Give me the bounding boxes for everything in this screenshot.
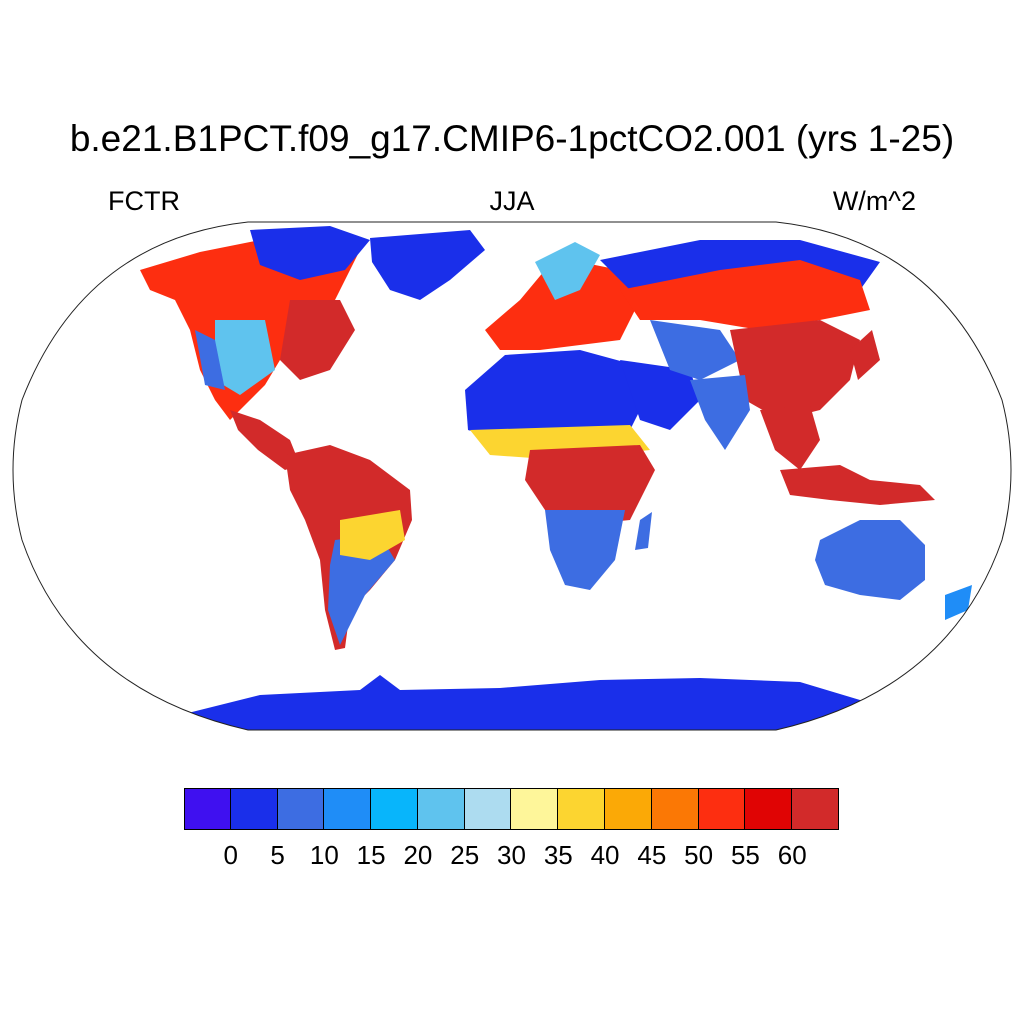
colorbar-tick-label: 20 <box>403 840 433 870</box>
australia-land <box>815 520 925 600</box>
colorbar-box <box>792 788 839 830</box>
colorbar-tick-label: 30 <box>497 840 526 870</box>
central-asia-land <box>650 320 740 380</box>
africa-central <box>525 445 655 525</box>
colorbar-tick-label: 25 <box>450 840 480 870</box>
antarctica-land <box>160 675 900 730</box>
colorbar-tick-label: 35 <box>543 840 573 870</box>
colorbar-tick-label: 40 <box>590 840 620 870</box>
colorbar-tick-label: 15 <box>356 840 386 870</box>
colorbar-tick-label: 50 <box>684 840 714 870</box>
south-america-south <box>328 535 395 645</box>
colorbar-box <box>464 788 512 830</box>
colorbar-tick-label: 0 <box>223 840 239 870</box>
southeast-asia-land <box>760 405 820 470</box>
colorbar-box <box>605 788 652 830</box>
plot-title: b.e21.B1PCT.f09_g17.CMIP6-1pctCO2.001 (y… <box>69 118 955 159</box>
europe-land <box>485 262 640 350</box>
colorbar-box <box>230 788 278 830</box>
colorbar-tick-label: 10 <box>309 840 339 870</box>
madagascar-land <box>635 512 652 550</box>
colorbar-tick-label: 55 <box>730 840 760 870</box>
units-label: W/m^2 <box>832 186 916 216</box>
south-america-band <box>340 510 405 560</box>
india-land <box>690 375 750 450</box>
colorbar-box <box>417 788 465 830</box>
colorbar-box <box>371 788 418 830</box>
north-america-west <box>195 330 225 390</box>
colorbar-box <box>745 788 793 830</box>
colorbar-box <box>651 788 699 830</box>
colorbar-box <box>324 788 372 830</box>
colorbar-box <box>277 788 325 830</box>
scandinavia-land <box>535 242 600 300</box>
variable-label: FCTR <box>108 186 180 216</box>
map-outline <box>12 221 1012 731</box>
colorbar-labels: 0 5 10 15 20 25 30 35 40 45 50 55 60 <box>184 840 839 874</box>
east-asia-land <box>730 320 860 420</box>
colorbar-tick-label: 60 <box>777 840 807 870</box>
north-america-east <box>280 300 355 380</box>
arabia-land <box>620 360 700 430</box>
north-america-north <box>250 226 370 280</box>
colorbar-box <box>511 788 559 830</box>
central-america-land <box>230 410 300 470</box>
indonesia-land <box>780 465 935 505</box>
colorbar <box>184 788 839 830</box>
colorbar-box <box>698 788 746 830</box>
season-label: JJA <box>489 186 535 216</box>
new-zealand-land <box>945 585 972 620</box>
colorbar-box <box>558 788 606 830</box>
colorbar-tick-label: 45 <box>637 840 667 870</box>
japan-land <box>850 330 880 380</box>
colorbar-box <box>184 788 231 830</box>
colorbar-tick-label: 5 <box>270 840 285 870</box>
africa-south <box>545 510 625 590</box>
greenland-land <box>370 230 485 300</box>
asia-mid-band <box>620 260 870 330</box>
africa-north <box>465 350 640 440</box>
north-america-interior <box>215 320 275 395</box>
